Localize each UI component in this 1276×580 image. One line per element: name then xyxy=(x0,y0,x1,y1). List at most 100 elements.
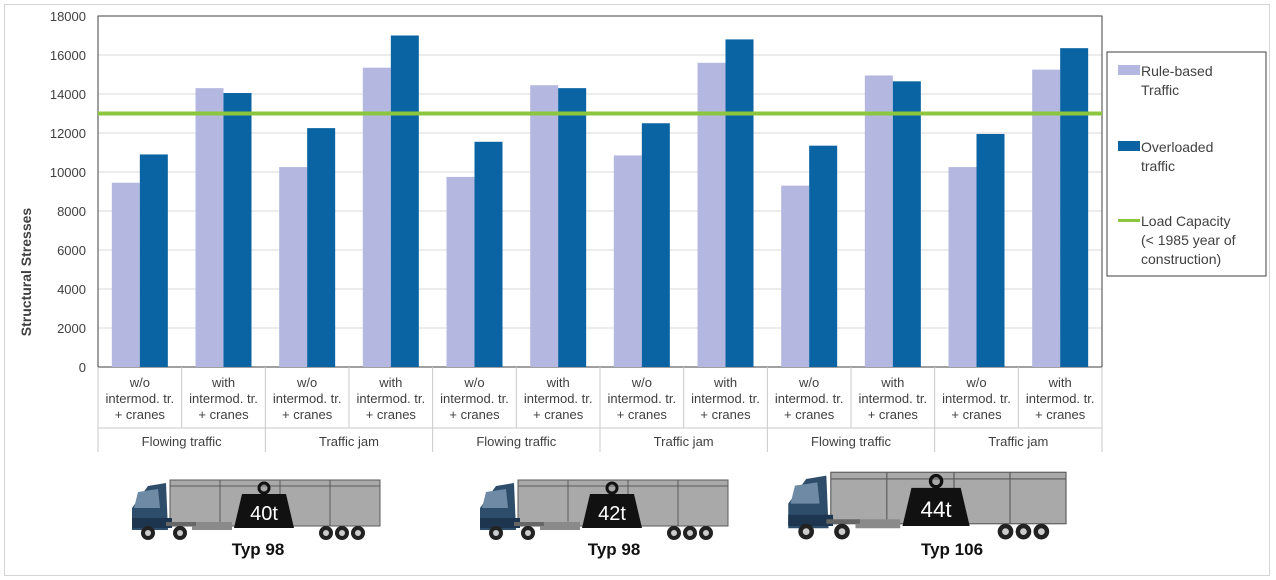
x-group-label-5: Flowing traffic xyxy=(811,434,891,449)
x-tick-label-12-line1: with xyxy=(1048,375,1072,390)
truck-2-label: Typ 98 xyxy=(588,540,641,559)
truck-1-weight: 40t xyxy=(250,503,278,525)
bar-rule-based-10 xyxy=(864,75,893,367)
bar-rule-based-8 xyxy=(697,62,726,368)
legend-box xyxy=(1106,51,1267,277)
x-tick-label-9-line1: w/o xyxy=(798,375,819,390)
x-tick-label-2-line2: intermod. tr. xyxy=(189,391,258,406)
legend-label-rule-based-line2: Traffic xyxy=(1141,82,1179,98)
bar-rule-based-11 xyxy=(948,167,977,367)
bar-rule-based-5 xyxy=(446,176,475,367)
bar-overloaded-9 xyxy=(809,145,838,367)
x-tick-label-2-line3: + cranes xyxy=(198,407,249,422)
x-tick-label-3-line3: + cranes xyxy=(282,407,333,422)
x-tick-label-5-line2: intermod. tr. xyxy=(440,391,509,406)
bar-overloaded-1 xyxy=(139,154,168,367)
y-tick-label-12000: 12000 xyxy=(50,126,86,141)
x-tick-label-5-line3: + cranes xyxy=(449,407,500,422)
x-tick-label-1-line2: intermod. tr. xyxy=(106,391,175,406)
bar-overloaded-2 xyxy=(223,93,252,368)
y-tick-label-16000: 16000 xyxy=(50,48,86,63)
x-tick-label-6-line2: intermod. tr. xyxy=(524,391,593,406)
legend-swatch-load-capacity xyxy=(1118,219,1140,222)
x-tick-label-8-line2: intermod. tr. xyxy=(691,391,760,406)
x-tick-label-1-line1: w/o xyxy=(129,375,150,390)
x-tick-label-9-line2: intermod. tr. xyxy=(775,391,844,406)
bar-overloaded-6 xyxy=(558,88,587,368)
x-tick-label-7-line3: + cranes xyxy=(617,407,668,422)
y-tick-label-18000: 18000 xyxy=(50,9,86,24)
bar-overloaded-7 xyxy=(641,123,670,367)
x-tick-label-8-line1: with xyxy=(713,375,737,390)
y-tick-label-6000: 6000 xyxy=(57,243,86,258)
bars xyxy=(111,35,1089,368)
legend-swatch-overloaded xyxy=(1118,141,1140,151)
x-tick-label-7-line1: w/o xyxy=(631,375,652,390)
x-tick-label-12-line2: intermod. tr. xyxy=(1026,391,1095,406)
bar-overloaded-11 xyxy=(976,133,1005,367)
bar-rule-based-7 xyxy=(613,155,642,367)
x-tick-label-8-line3: + cranes xyxy=(700,407,751,422)
y-tick-label-14000: 14000 xyxy=(50,87,86,102)
bar-overloaded-10 xyxy=(892,81,921,367)
bar-overloaded-12 xyxy=(1060,48,1089,368)
x-tick-label-5-line1: w/o xyxy=(463,375,484,390)
y-axis-label: Structural Stresses xyxy=(18,208,34,337)
legend-label-load-capacity-line1: Load Capacity xyxy=(1141,213,1231,229)
legend-label-load-capacity-line3: construction) xyxy=(1141,251,1221,267)
x-tick-label-11-line1: w/o xyxy=(965,375,986,390)
y-tick-label-10000: 10000 xyxy=(50,165,86,180)
x-tick-label-7-line2: intermod. tr. xyxy=(608,391,677,406)
x-group-label-2: Traffic jam xyxy=(319,434,379,449)
y-tick-label-8000: 8000 xyxy=(57,204,86,219)
bar-rule-based-4 xyxy=(362,67,391,368)
x-tick-label-4-line3: + cranes xyxy=(366,407,417,422)
x-tick-label-4-line1: with xyxy=(378,375,402,390)
bar-overloaded-5 xyxy=(474,141,503,367)
truck-3: 44t xyxy=(786,470,1068,542)
truck-3-label: Typ 106 xyxy=(921,540,983,559)
bar-rule-based-3 xyxy=(279,167,308,367)
x-tick-label-11-line2: intermod. tr. xyxy=(942,391,1011,406)
x-tick-label-6-line1: with xyxy=(546,375,570,390)
y-tick-label-0: 0 xyxy=(79,360,86,375)
truck-3-weight: 44t xyxy=(921,497,953,522)
y-tick-label-4000: 4000 xyxy=(57,282,86,297)
legend-label-overloaded-line2: traffic xyxy=(1141,158,1175,174)
truck-1-label: Typ 98 xyxy=(232,540,285,559)
y-axis: 0 2000 4000 6000 8000 10000 12000 14000 16000 180… xyxy=(50,9,86,375)
bar-rule-based-9 xyxy=(781,185,810,367)
bar-overloaded-4 xyxy=(390,35,419,367)
x-group-label-3: Flowing traffic xyxy=(476,434,556,449)
bar-rule-based-12 xyxy=(1032,69,1061,367)
x-tick-label-9-line3: + cranes xyxy=(784,407,835,422)
x-group-label-4: Traffic jam xyxy=(654,434,714,449)
bar-overloaded-3 xyxy=(307,128,336,367)
bar-rule-based-2 xyxy=(195,88,224,368)
x-group-label-6: Traffic jam xyxy=(988,434,1048,449)
legend-label-load-capacity-line2: (< 1985 year of xyxy=(1141,232,1236,248)
x-tick-label-11-line3: + cranes xyxy=(951,407,1002,422)
bar-overloaded-8 xyxy=(725,39,754,368)
x-tick-label-10-line1: with xyxy=(880,375,904,390)
figure-frame xyxy=(4,4,1270,576)
legend-label-overloaded-line1: Overloaded xyxy=(1141,139,1213,155)
truck-2-weight: 42t xyxy=(598,503,626,525)
x-tick-label-12-line3: + cranes xyxy=(1035,407,1086,422)
x-tick-label-6-line3: + cranes xyxy=(533,407,584,422)
bar-rule-based-1 xyxy=(111,182,140,367)
x-group-label-1: Flowing traffic xyxy=(142,434,222,449)
legend: Rule-based Traffic Overloaded traffic Lo… xyxy=(1106,51,1267,277)
x-tick-label-3-line1: w/o xyxy=(296,375,317,390)
x-tick-label-10-line3: + cranes xyxy=(868,407,919,422)
legend-label-rule-based-line1: Rule-based xyxy=(1141,63,1213,79)
x-tick-label-3-line2: intermod. tr. xyxy=(273,391,342,406)
x-tick-label-4-line2: intermod. tr. xyxy=(357,391,426,406)
x-tick-label-10-line2: intermod. tr. xyxy=(859,391,928,406)
y-tick-label-2000: 2000 xyxy=(57,321,86,336)
bar-rule-based-6 xyxy=(530,85,559,367)
x-tick-label-1-line3: + cranes xyxy=(115,407,166,422)
truck-2: 42t xyxy=(478,478,730,542)
